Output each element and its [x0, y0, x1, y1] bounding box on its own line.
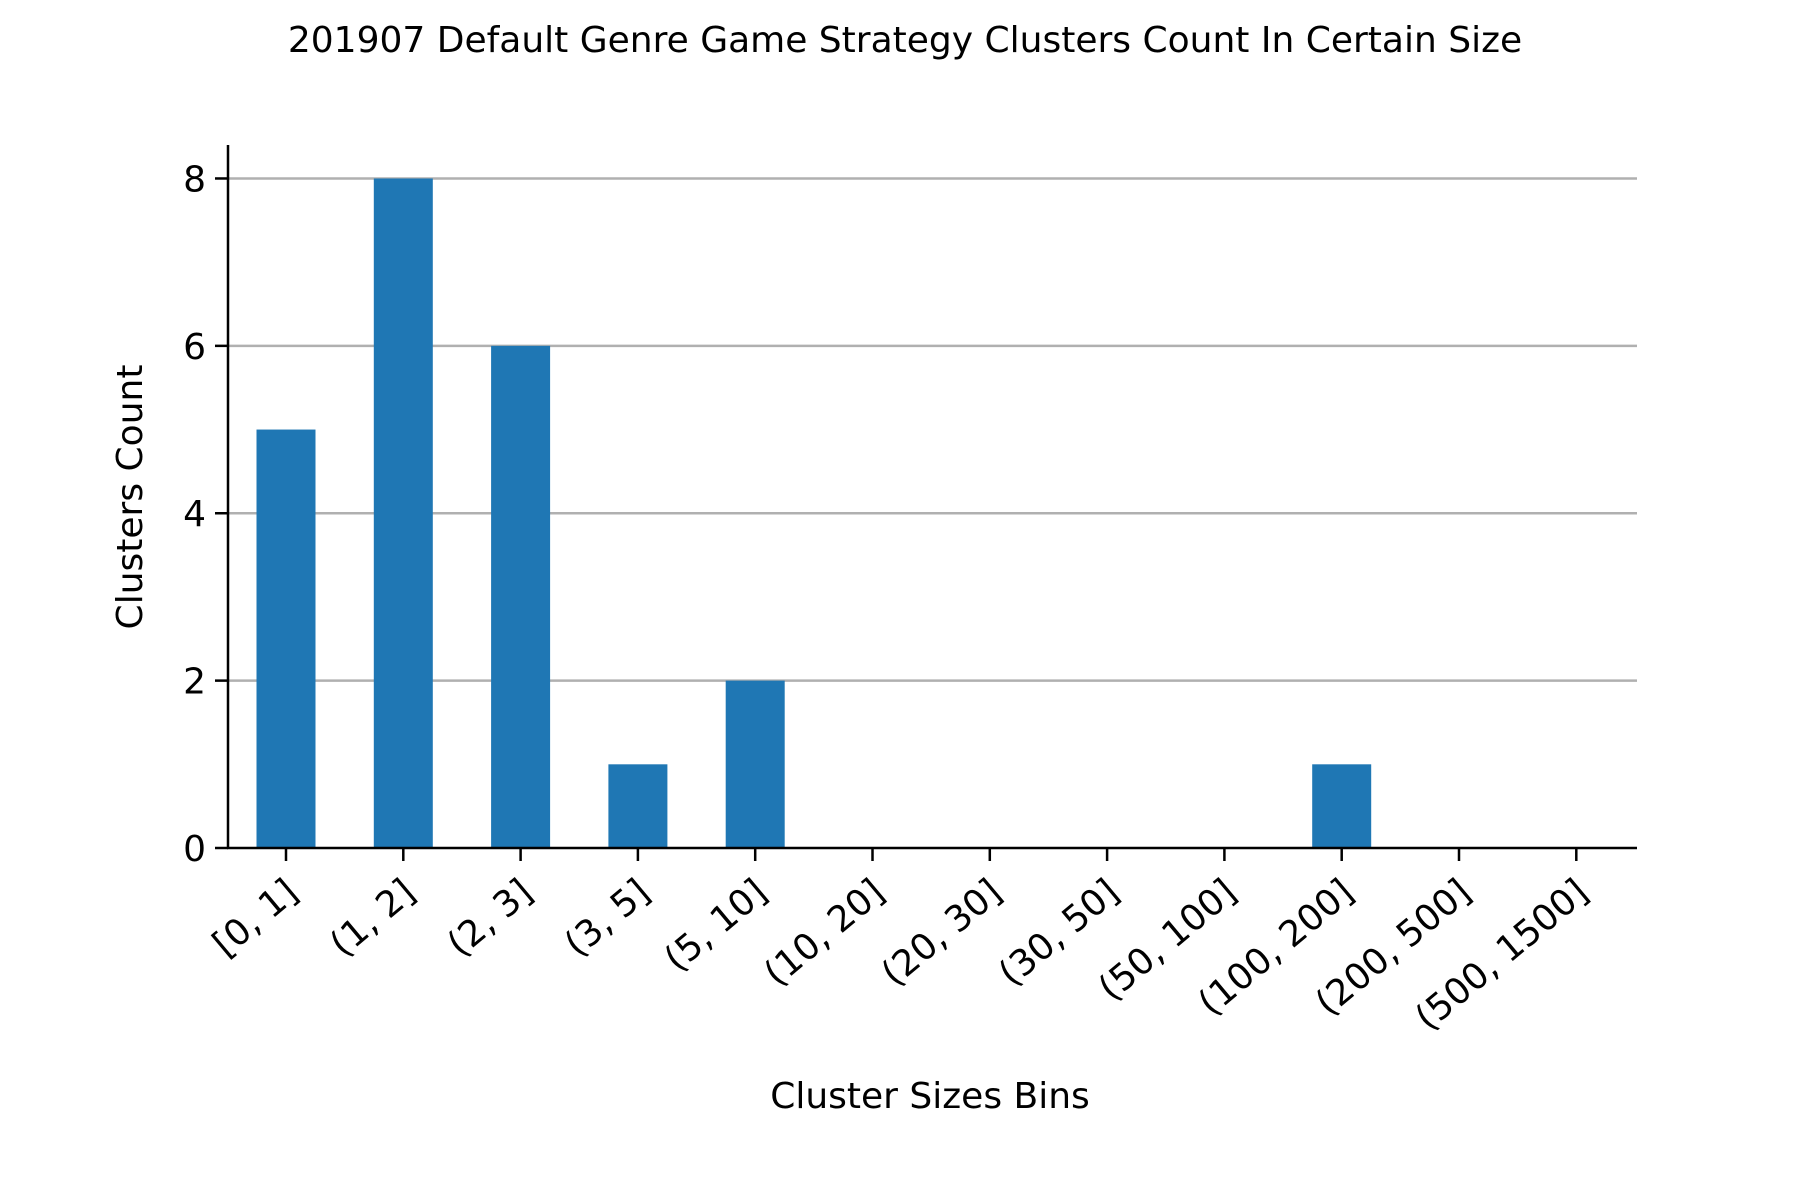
x-tick-label: (2, 3] [440, 871, 541, 965]
bar [725, 680, 785, 848]
axes [226, 145, 1637, 850]
y-axis-label: Clusters Count [110, 365, 151, 630]
y-tick-label: 2 [183, 662, 206, 703]
x-tick-label: (10, 20] [757, 871, 893, 994]
bars [256, 178, 1372, 848]
y-tick-label: 8 [183, 159, 206, 200]
bar [256, 429, 316, 848]
bar [608, 764, 668, 848]
chart-title: 201907 Default Genre Game Strategy Clust… [288, 20, 1522, 61]
x-tick-label: [0, 1] [205, 871, 306, 965]
y-ticks: 0 2 4 6 8 [183, 159, 228, 870]
bar [1312, 764, 1372, 848]
x-ticks: [0, 1] (1, 2] (2, 3] (3, 5] (5, 10](10, 20](… [205, 848, 1596, 1039]
bar [373, 178, 433, 848]
grid-lines [228, 177, 1637, 682]
x-tick-label: (1, 2] [323, 871, 424, 965]
x-tick-label: (3, 5] [557, 871, 658, 965]
y-tick-label: 4 [183, 494, 206, 535]
bar [491, 345, 551, 848]
x-tick-label: (20, 30] [874, 871, 1010, 994]
x-axis-label: Cluster Sizes Bins [770, 1076, 1090, 1117]
y-tick-label: 6 [183, 327, 206, 368]
y-tick-label: 0 [183, 829, 206, 870]
